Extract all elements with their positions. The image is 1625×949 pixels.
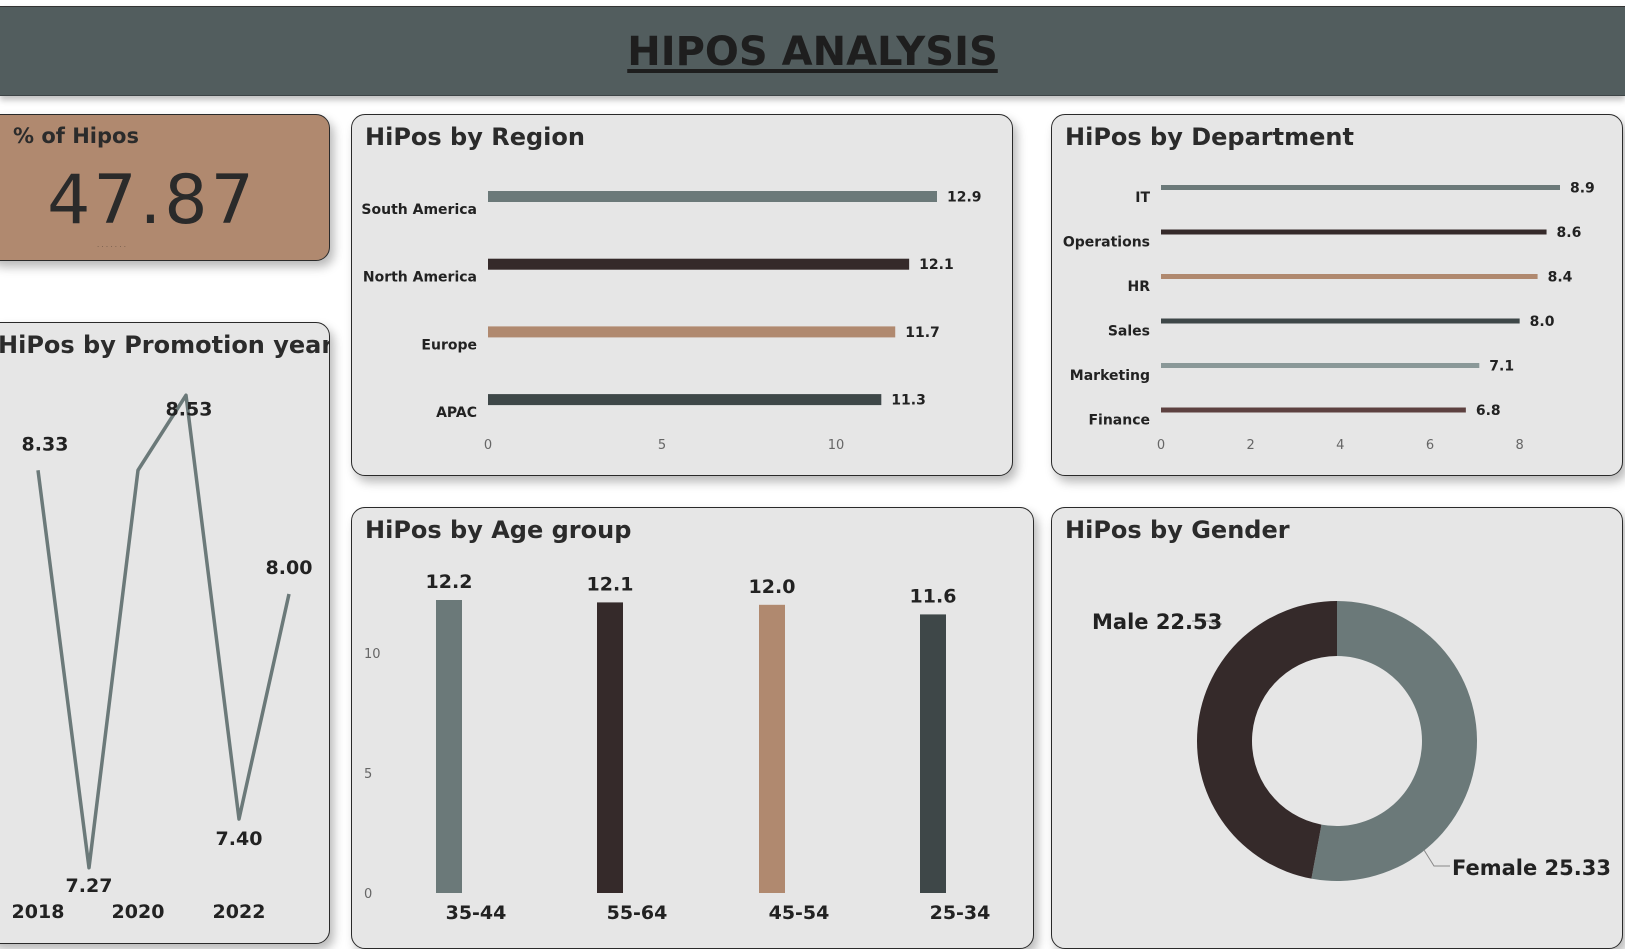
y-tick-1: 5 [364, 767, 372, 782]
gender-chart-title: HiPos by Gender [1065, 516, 1290, 544]
bar-label-3: 11.6 [910, 585, 957, 607]
slice-1 [1196, 601, 1337, 879]
leader-line-1 [1192, 620, 1222, 625]
category-label-1: 55-64 [607, 902, 668, 924]
x-tick-4: 8 [1516, 438, 1524, 453]
bar-label-2: 12.0 [749, 576, 796, 598]
bar-1 [1161, 229, 1547, 235]
category-label-0: 35-44 [446, 902, 507, 924]
category-label-0: South America [361, 202, 477, 218]
bar-label-3: 8.0 [1530, 314, 1555, 330]
kpi-value: 47.87 [47, 161, 257, 240]
slice-label-1: Male 22.53 [1092, 610, 1222, 634]
promotion-year-chart-card[interactable]: HiPos by Promotion year 7.27.47.67.88.08… [0, 322, 330, 944]
region-bar-chart: 12.9 South America 12.1 North America 11.7 Eu… [361, 190, 982, 454]
bar-label-3: 11.3 [891, 393, 926, 409]
x-tick-0: 2018 [12, 901, 65, 923]
promotion-year-chart-title: HiPos by Promotion year [0, 331, 330, 359]
x-tick-2: 4 [1336, 438, 1344, 453]
x-tick-0: 0 [484, 438, 492, 453]
leader-line-0 [1423, 849, 1450, 867]
x-tick-1: 5 [658, 438, 666, 453]
bar-3 [1161, 318, 1520, 324]
bar-1 [488, 258, 910, 270]
bar-0 [488, 191, 937, 202]
x-tick-3: 6 [1426, 438, 1434, 453]
point-label-1: 7.27 [66, 875, 113, 897]
age-group-bar-chart: 0 5 10 12.2 35-44 12.1 55-64 12.0 45-54 11.6 25-34 [364, 571, 991, 924]
bar-label-0: 12.9 [947, 190, 982, 206]
bar-2 [759, 604, 785, 893]
slice-label-0: Female 25.33 [1452, 856, 1611, 880]
promotion-year-line-chart: 7.27.47.67.88.08.28.48.68.337.278.537.40… [12, 393, 313, 923]
category-label-2: HR [1128, 279, 1151, 295]
kpi-title: % of Hipos [13, 124, 139, 148]
bar-2 [1161, 274, 1538, 279]
region-chart-title: HiPos by Region [365, 123, 585, 151]
category-label-2: 45-54 [769, 902, 830, 924]
bar-2 [488, 326, 896, 338]
category-label-3: Sales [1108, 324, 1150, 340]
bar-3 [488, 394, 882, 406]
point-label-5: 8.00 [266, 557, 313, 579]
category-label-1: North America [363, 270, 477, 286]
bar-label-2: 8.4 [1548, 270, 1573, 286]
x-tick-1: 2 [1247, 438, 1255, 453]
category-label-2: Europe [421, 337, 477, 353]
dashboard-header: HIPOS ANALYSIS [0, 6, 1625, 96]
kpi-subtext-line: · · · · · · · [97, 243, 126, 251]
category-label-1: Operations [1063, 235, 1150, 251]
point-label-4: 7.40 [216, 828, 263, 850]
y-tick-0: 0 [364, 887, 372, 902]
x-tick-1: 2020 [112, 901, 165, 923]
slice-0 [1311, 601, 1477, 881]
gender-donut-chart: Female 25.33 Male 22.53 [1092, 601, 1611, 881]
bar-5 [1161, 407, 1466, 413]
x-tick-0: 0 [1157, 438, 1165, 453]
y-tick-2: 10 [364, 647, 381, 662]
bar-label-0: 12.2 [426, 571, 473, 593]
x-tick-2: 2022 [213, 901, 266, 923]
bar-label-0: 8.9 [1570, 181, 1595, 197]
dashboard-title: HIPOS ANALYSIS [627, 29, 998, 75]
bar-label-1: 8.6 [1557, 225, 1582, 241]
category-label-4: Marketing [1070, 368, 1150, 384]
promotion-line [36, 393, 291, 870]
category-label-0: IT [1135, 190, 1150, 206]
bar-label-1: 12.1 [919, 257, 954, 273]
gender-chart-card[interactable]: HiPos by Gender Female 25.33 Male 22.53 [1051, 507, 1623, 949]
x-tick-2: 10 [828, 438, 845, 453]
category-label-5: Finance [1088, 413, 1150, 429]
bar-1 [597, 602, 623, 893]
bar-4 [1161, 363, 1480, 368]
bar-label-1: 12.1 [587, 573, 634, 595]
age-group-chart-card[interactable]: HiPos by Age group 0 5 10 12.2 35-44 12.1 55-6… [351, 507, 1034, 949]
point-label-0: 8.33 [22, 433, 69, 455]
department-bar-chart: 8.9 IT 8.6 Operations 8.4 HR 8.0 Sales 7.1 Market… [1063, 181, 1595, 454]
bar-0 [1161, 185, 1560, 190]
department-chart-card[interactable]: HiPos by Department 8.9 IT 8.6 Operations 8.… [1051, 114, 1623, 476]
bar-label-2: 11.7 [905, 325, 940, 341]
bar-label-5: 6.8 [1476, 403, 1501, 419]
age-group-chart-title: HiPos by Age group [365, 516, 632, 544]
point-label-3: 8.53 [166, 398, 213, 420]
category-label-3: APAC [436, 405, 477, 421]
category-label-3: 25-34 [930, 902, 991, 924]
kpi-card-hipos-percent[interactable]: % of Hipos 47.87 · · · · · · · [0, 114, 330, 261]
department-chart-title: HiPos by Department [1065, 123, 1354, 151]
region-chart-card[interactable]: HiPos by Region 12.9 South America 12.1 Nor… [351, 114, 1013, 476]
bar-label-4: 7.1 [1489, 359, 1514, 375]
bar-3 [920, 614, 946, 893]
bar-0 [436, 600, 462, 893]
